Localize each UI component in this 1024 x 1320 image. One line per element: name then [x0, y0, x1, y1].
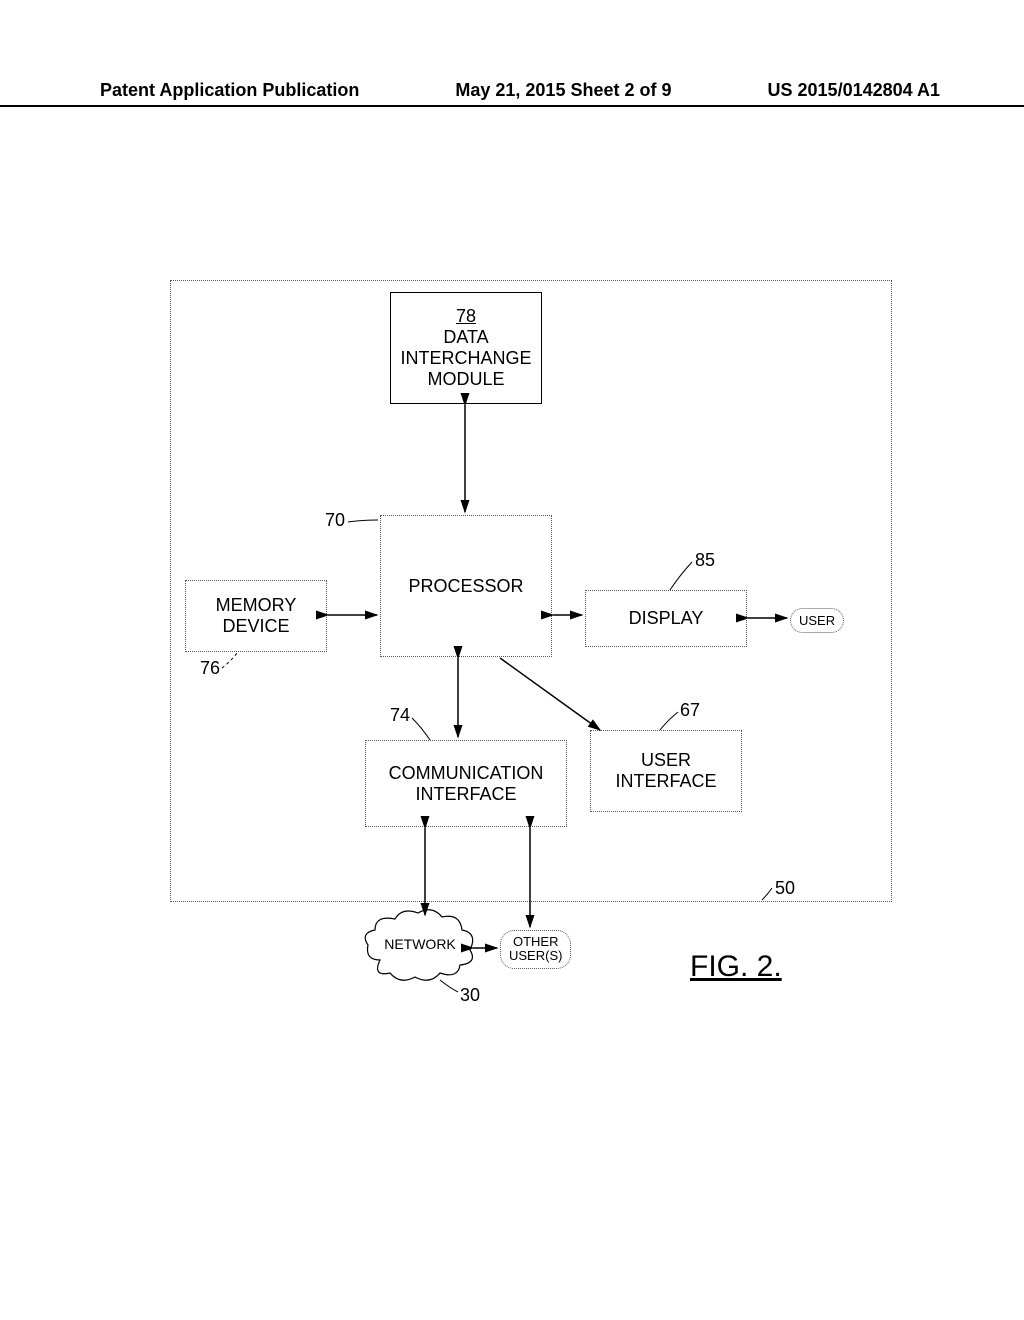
- user-if-line2: INTERFACE: [615, 771, 716, 792]
- data-interchange-module-box: 78 DATA INTERCHANGE MODULE: [390, 292, 542, 404]
- ref-processor: 70: [325, 510, 345, 531]
- ref-comm: 74: [390, 705, 410, 726]
- memory-line1: MEMORY: [216, 595, 297, 616]
- header-middle: May 21, 2015 Sheet 2 of 9: [455, 80, 671, 101]
- comm-line2: INTERFACE: [415, 784, 516, 805]
- user-label: USER: [799, 613, 835, 628]
- user-if-line1: USER: [641, 750, 691, 771]
- ref-user-if: 67: [680, 700, 700, 721]
- data-module-line2: INTERCHANGE: [400, 348, 531, 369]
- display-label: DISPLAY: [629, 608, 704, 629]
- user-bubble: USER: [790, 608, 844, 633]
- page-header: Patent Application Publication May 21, 2…: [0, 80, 1024, 107]
- other-users-line2: USER(S): [509, 948, 562, 963]
- data-module-line1: DATA: [443, 327, 488, 348]
- network-cloud: NETWORK: [360, 905, 480, 990]
- data-module-line3: MODULE: [427, 369, 504, 390]
- other-users-bubble: OTHER USER(S): [500, 930, 571, 969]
- processor-label: PROCESSOR: [408, 576, 523, 597]
- figure-diagram: 78 DATA INTERCHANGE MODULE PROCESSOR MEM…: [140, 250, 900, 1030]
- ref-memory: 76: [200, 658, 220, 679]
- header-left: Patent Application Publication: [100, 80, 359, 101]
- memory-device-box: MEMORY DEVICE: [185, 580, 327, 652]
- network-label: NETWORK: [384, 936, 456, 952]
- other-users-line1: OTHER: [513, 934, 559, 949]
- ref-container: 50: [775, 878, 795, 899]
- comm-line1: COMMUNICATION: [389, 763, 544, 784]
- user-interface-box: USER INTERFACE: [590, 730, 742, 812]
- display-box: DISPLAY: [585, 590, 747, 647]
- processor-box: PROCESSOR: [380, 515, 552, 657]
- ref-network: 30: [460, 985, 480, 1006]
- header-right: US 2015/0142804 A1: [768, 80, 940, 101]
- data-module-ref: 78: [456, 306, 476, 327]
- ref-display: 85: [695, 550, 715, 571]
- memory-line2: DEVICE: [222, 616, 289, 637]
- figure-label: FIG. 2.: [690, 950, 782, 984]
- communication-interface-box: COMMUNICATION INTERFACE: [365, 740, 567, 827]
